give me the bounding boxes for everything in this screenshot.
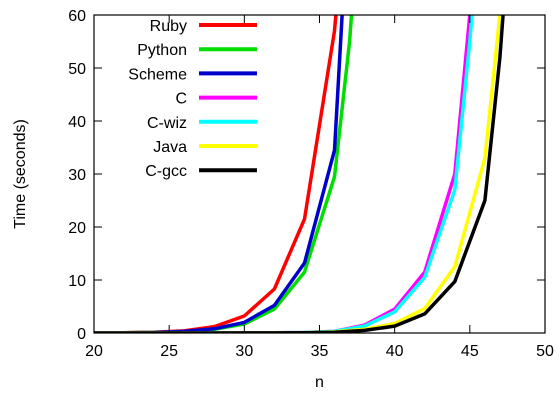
x-tick-label: 50 — [536, 343, 554, 360]
x-axis-label: n — [315, 374, 324, 391]
legend-label-ruby: Ruby — [150, 18, 187, 35]
legend-label-scheme: Scheme — [128, 66, 187, 83]
y-tick-label: 60 — [68, 8, 86, 25]
x-tick-label: 30 — [235, 343, 253, 360]
y-tick-label: 30 — [68, 167, 86, 184]
y-tick-label: 20 — [68, 220, 86, 237]
x-tick-label: 40 — [386, 343, 404, 360]
x-tick-label: 35 — [311, 343, 329, 360]
legend-label-c-wiz: C-wiz — [147, 115, 187, 132]
legend-label-python: Python — [137, 42, 187, 59]
legend-label-java: Java — [153, 139, 187, 156]
y-tick-label: 50 — [68, 61, 86, 78]
x-tick-label: 20 — [85, 343, 103, 360]
y-tick-label: 10 — [68, 273, 86, 290]
x-tick-label: 25 — [160, 343, 178, 360]
legend: Ruby Python Scheme C C-wiz Java C-gcc — [128, 18, 257, 180]
legend-label-c: C — [175, 91, 187, 108]
x-tick-label: 45 — [461, 343, 479, 360]
y-tick-label: 40 — [68, 114, 86, 131]
legend-label-c-gcc: C-gcc — [145, 163, 187, 180]
y-tick-label: 0 — [77, 326, 86, 343]
y-axis-label: Time (seconds) — [12, 119, 29, 229]
axes-layer: 20 25 30 35 40 45 50 0 10 20 30 40 50 60 — [68, 8, 554, 360]
